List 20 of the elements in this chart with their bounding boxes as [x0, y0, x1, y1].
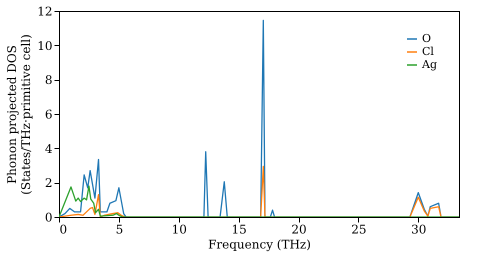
y-tick-label: 2	[44, 176, 52, 190]
legend-label: O	[422, 32, 432, 45]
line-series	[59, 185, 459, 217]
x-tick-label: 30	[411, 222, 426, 236]
x-axis-title: Frequency (THz)	[208, 238, 311, 252]
y-tick-label: 12	[37, 4, 52, 18]
x-tick-label: 10	[172, 222, 187, 236]
legend-label: Cl	[422, 45, 434, 58]
y-tick-label: 0	[44, 210, 52, 224]
x-tick-label: 15	[232, 222, 247, 236]
y-tick-label: 8	[44, 73, 52, 88]
y-axis-title: Phonon projected DOS (States/THz·primitive cell)	[5, 34, 34, 195]
y-tick-label: 6	[44, 108, 52, 122]
x-tick-label: 20	[291, 222, 307, 236]
x-tick-label: 25	[351, 222, 367, 236]
legend-label: Ag	[421, 58, 437, 71]
y-tick-label: 4	[44, 142, 53, 156]
y-tick-label: 10	[37, 38, 52, 53]
x-tick-label: 0	[60, 222, 68, 236]
x-tick-label: 5	[116, 222, 124, 236]
